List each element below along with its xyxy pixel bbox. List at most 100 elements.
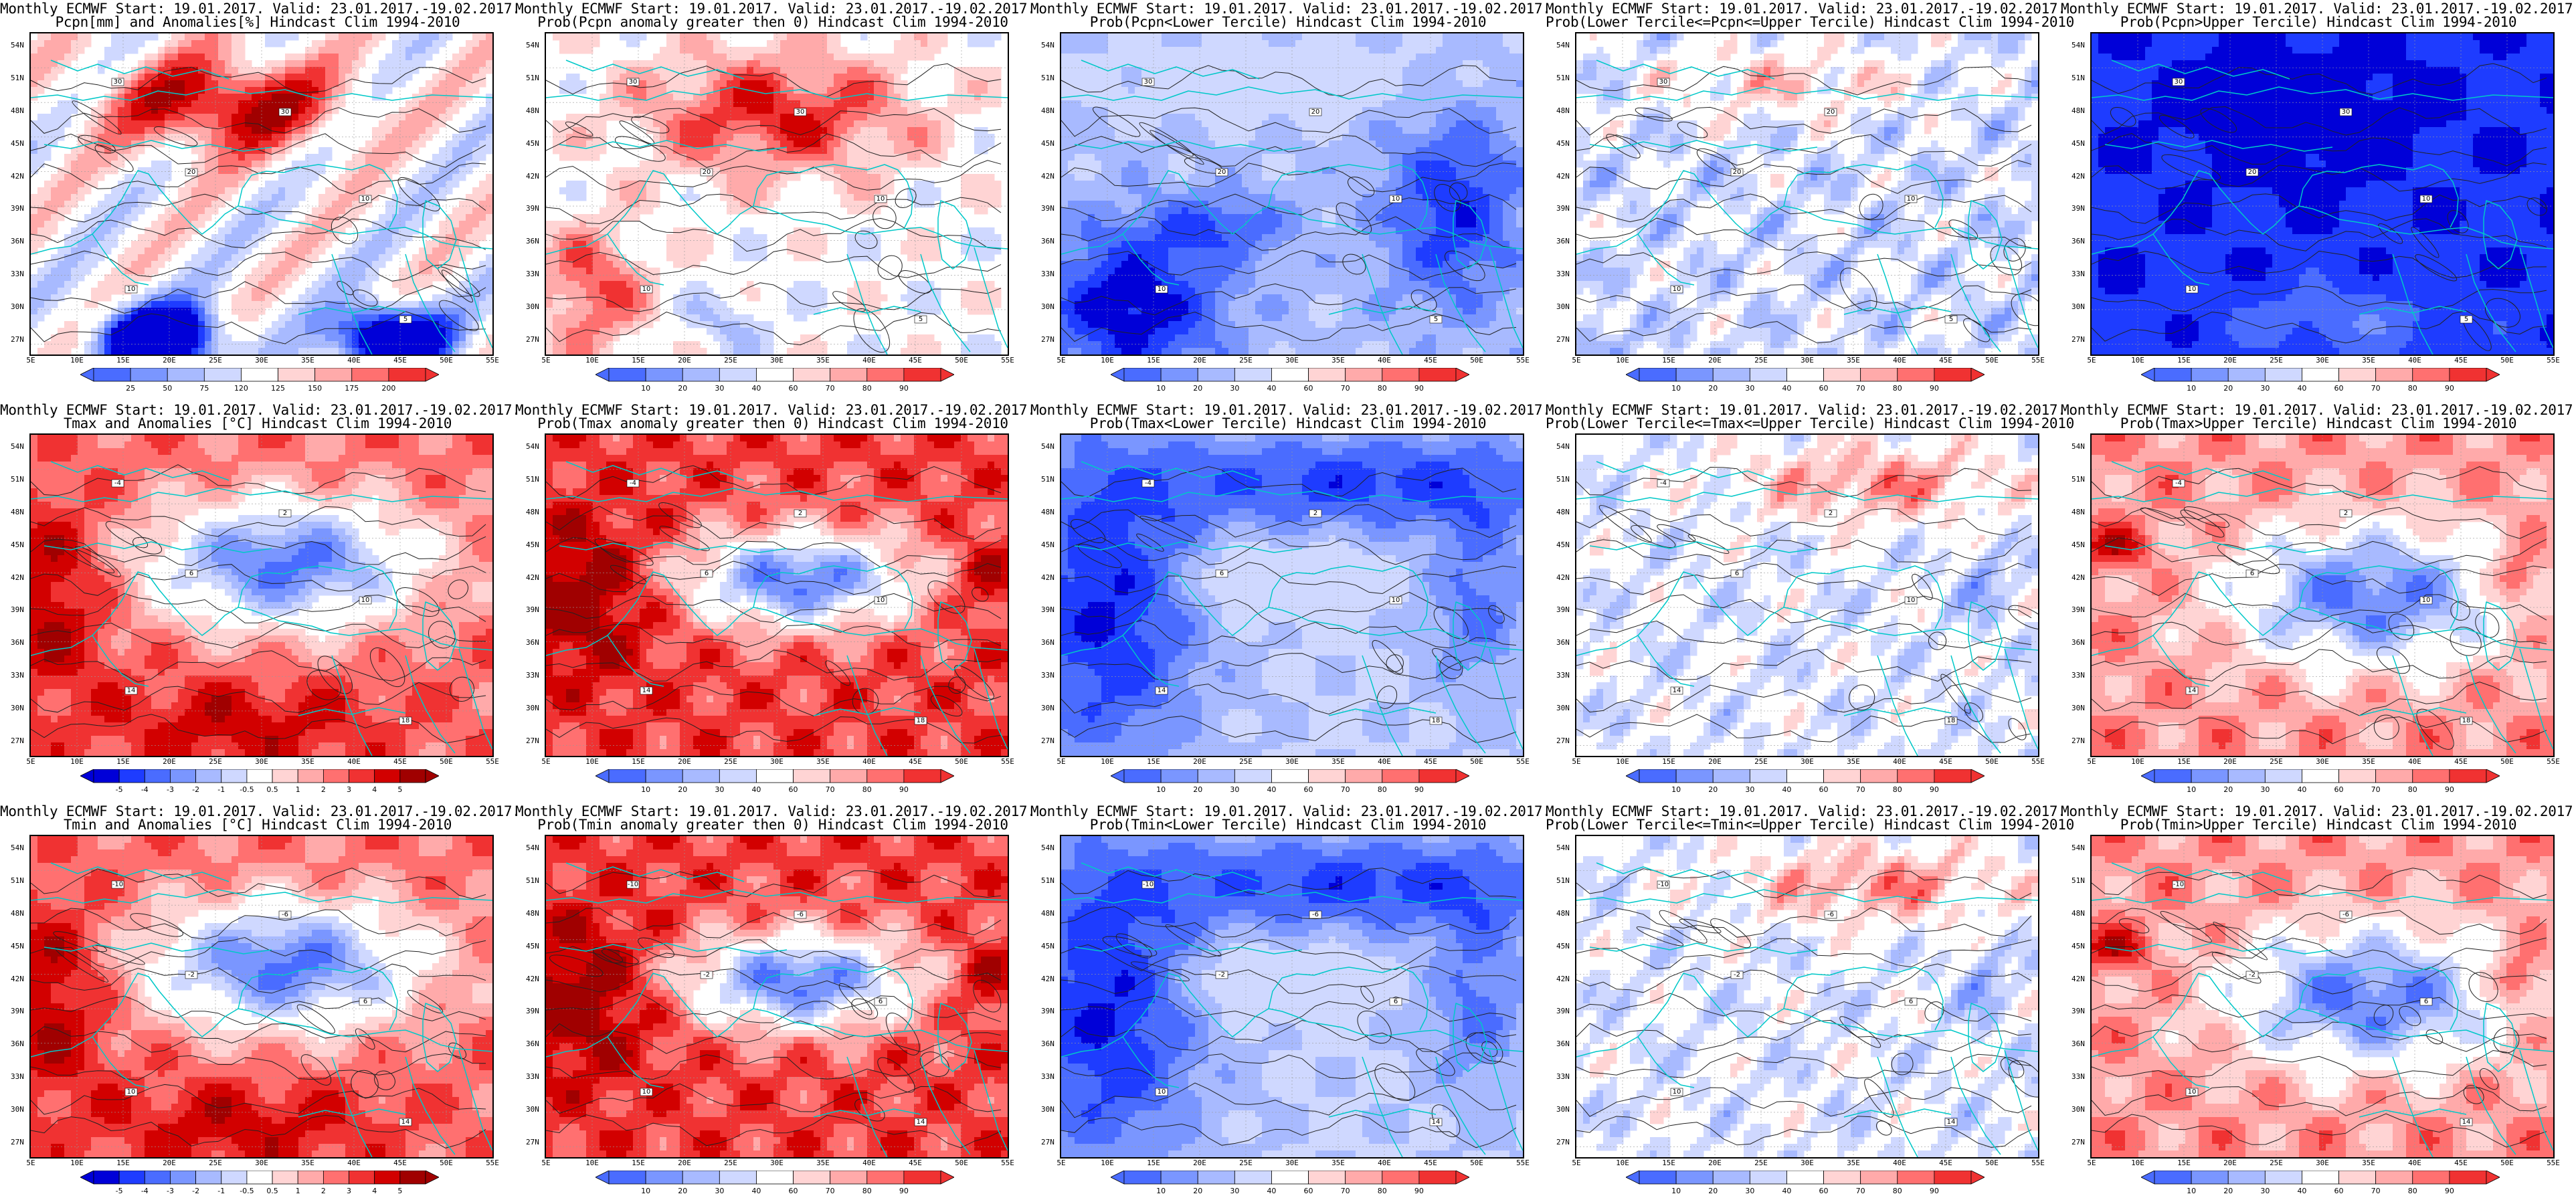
contour-lines [2092, 63, 2547, 351]
latitude-tick-label: 45N [526, 942, 539, 950]
latitude-tick-label: 42N [526, 172, 539, 181]
colorbar-tick-label: 1 [296, 1187, 300, 1195]
colorbar-segment [1123, 368, 1162, 382]
colorbar-tick-label: 40 [1267, 1187, 1276, 1195]
contour-label-box [640, 686, 653, 695]
map-svg: -10 -6 -2 6 10 14 [31, 836, 492, 1157]
longitude-tick-label: 55E [1516, 758, 1530, 766]
colorbar-segment [866, 769, 905, 783]
longitude-tick-label: 35E [1847, 357, 1860, 365]
latitude-tick-label: 45N [1041, 942, 1054, 950]
colorbar-tick-label: 60 [1819, 384, 1829, 393]
longitude-tick-label: 10E [1616, 357, 1629, 365]
latitude-tick-label: 39N [1041, 606, 1054, 614]
latitude-tick-label: 51N [2072, 876, 2085, 885]
colorbar-tick-label: 30 [1230, 1187, 1239, 1195]
contour-value-labels: -4 2 6 10 14 18 [1657, 479, 1958, 725]
colorbar-tick-label: 70 [826, 1187, 835, 1195]
contour-label: 6 [2250, 570, 2254, 577]
contour-label: 30 [1144, 78, 1153, 86]
latitude-tick-label: 39N [1556, 606, 1570, 614]
contour-label-box [1309, 910, 1322, 919]
latitude-tick-label: 36N [11, 237, 24, 245]
contour-label-box [1730, 971, 1744, 979]
colorbar-tick-label: 80 [1378, 384, 1387, 393]
colorbar-tick-label: 10 [1671, 785, 1681, 794]
colorbar-segment [2338, 1171, 2377, 1185]
colorbar-segment [1234, 1171, 1272, 1185]
longitude-tick-label: 45E [393, 357, 407, 365]
map-panel-tmax-3: Monthly ECMWF Start: 19.01.2017. Valid: … [1030, 401, 1551, 803]
colorbar: -5 -4 -3 -2 -1 -0.5 0.5 1 2 3 4 5 [80, 1171, 439, 1195]
latitude-tick-label: 39N [526, 606, 539, 614]
longitude-tick-label: 10E [2131, 357, 2144, 365]
colorbar-segment [93, 1171, 120, 1185]
contour-label-box [1155, 686, 1168, 695]
coastlines-borders [31, 461, 492, 756]
panel-title-2: Prob(Pcpn<Lower Tercile) Hindcast Clim 1… [1030, 15, 1546, 29]
contour-value-labels: -10 -6 -2 6 10 14 [1657, 880, 1958, 1126]
colorbar-segment [645, 769, 683, 783]
colorbar-segment [1345, 368, 1383, 382]
latitude-tick-label: 30N [2072, 1106, 2085, 1114]
longitude-tick-label: 45E [909, 758, 922, 766]
latitude-tick-label: 42N [1556, 573, 1570, 582]
contour-value-labels: -10 -6 -2 6 10 14 [111, 880, 412, 1126]
contour-label: 6 [189, 570, 193, 577]
latitude-tick-label: 54N [1041, 443, 1054, 451]
colorbar-segment [1234, 769, 1272, 783]
colorbar-tick-label: 40 [751, 785, 761, 794]
colorbar-tick-label: 200 [381, 384, 395, 393]
longitude-tick-label: 50E [440, 1159, 453, 1167]
longitude-tick-label: 45E [1939, 1159, 1952, 1167]
latitude-tick-label: 48N [11, 106, 24, 115]
colorbar-min-arrow [1111, 368, 1125, 382]
colorbar-tick-label: 60 [789, 785, 798, 794]
colorbar-segment [1823, 769, 1861, 783]
longitude-tick-label: 10E [1616, 758, 1629, 766]
colorbar-tick-label: 60 [2334, 1187, 2344, 1195]
contour-label-box [399, 315, 412, 324]
map-plot-area: -4 2 6 10 14 18 [2090, 433, 2555, 757]
contour-label: 5 [1949, 316, 1953, 323]
colorbar-tick-label: -2 [192, 1187, 199, 1195]
contour-value-labels: 30 30 20 10 10 5 [626, 78, 927, 324]
latitude-tick-label: 54N [526, 41, 539, 49]
colorbar-segment [903, 368, 941, 382]
longitude-tick-label: 50E [1985, 357, 1999, 365]
contour-label: 14 [2188, 687, 2197, 694]
contour-label: 2 [798, 510, 802, 517]
contour-label: 10 [877, 597, 885, 604]
map-plot-area: 30 20 20 10 10 5 [1575, 32, 2039, 356]
contour-label: 14 [642, 687, 651, 694]
contour-value-labels: -10 -6 -2 6 10 14 [2172, 880, 2473, 1126]
colorbar-segment [1934, 769, 1972, 783]
longitude-tick-label: 55E [1516, 1159, 1530, 1167]
colorbar: 10 20 30 40 60 70 80 90 [2141, 1171, 2500, 1195]
colorbar-segment [1712, 368, 1750, 382]
longitude-tick-label: 15E [632, 357, 645, 365]
latitude-tick-label: 48N [526, 508, 539, 516]
longitude-tick-label: 25E [2270, 1159, 2283, 1167]
colorbar-segment [1639, 769, 1677, 783]
map-panel-pcpn-3: Monthly ECMWF Start: 19.01.2017. Valid: … [1030, 0, 1551, 401]
longitude-tick-label: 20E [163, 1159, 176, 1167]
contour-label-box [794, 108, 807, 116]
colorbar-segment [1197, 1171, 1235, 1185]
contour-label-box [1215, 971, 1228, 979]
longitude-tick-label: 25E [1754, 758, 1768, 766]
colorbar-tick-label: 10 [1671, 1187, 1681, 1195]
colorbar-tick-label: 2 [321, 785, 326, 794]
panel-title-2: Prob(Tmin anomaly greater then 0) Hindca… [515, 817, 1030, 832]
latitude-tick-label: 36N [526, 237, 539, 245]
latitude-tick-label: 30N [526, 1106, 539, 1114]
colorbar-min-arrow [1626, 368, 1640, 382]
panel-title-2: Prob(Tmax<Lower Tercile) Hindcast Clim 1… [1030, 416, 1546, 431]
contour-label: 14 [1947, 1118, 1956, 1126]
colorbar: 10 20 30 40 60 70 80 90 [1111, 368, 1469, 393]
colorbar-tick-label: 30 [1745, 785, 1754, 794]
colorbar-tick-label: 5 [397, 785, 402, 794]
colorbar-max-arrow [425, 1171, 439, 1185]
longitude-tick-label: 45E [2454, 1159, 2468, 1167]
colorbar-segment [608, 1171, 646, 1185]
